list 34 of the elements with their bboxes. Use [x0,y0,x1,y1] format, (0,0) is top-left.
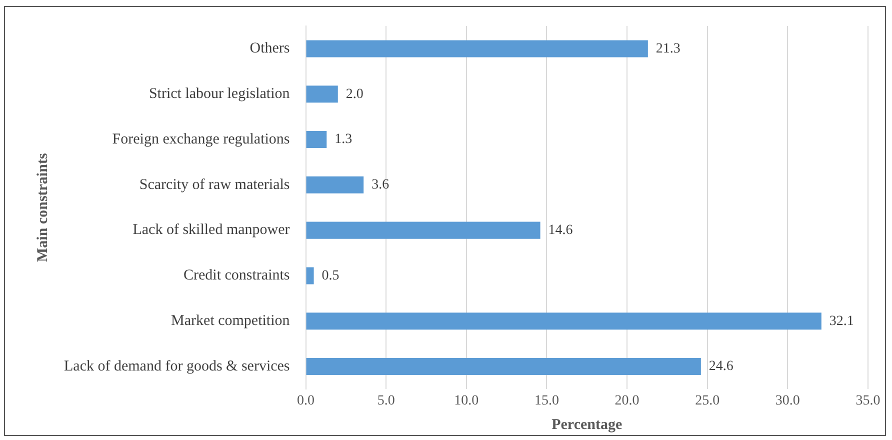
bar [306,358,701,376]
data-label: 1.3 [334,132,352,148]
x-tick-label: 10.0 [454,393,479,408]
y-tick-label: Foreign exchange regulations [112,131,290,148]
y-tick-label: Lack of demand for goods & services [64,358,290,374]
x-tick-label: 20.0 [614,393,640,408]
bar [306,267,314,284]
y-tick-label: Lack of skilled manpower [132,222,290,238]
y-tick-label: Market competition [171,313,290,330]
y-axis-title: Main constraints [34,153,51,262]
data-label: 21.3 [656,41,680,56]
bar [306,176,364,194]
bar [306,222,540,239]
bar [306,40,648,58]
x-tick-label: 35.0 [856,393,880,408]
x-tick-label: 30.0 [775,393,800,408]
data-label: 0.5 [322,268,340,284]
y-tick-label: Strict labour legislation [148,86,290,102]
y-tick-label: Scarcity of raw materials [139,176,290,193]
x-tick-label: 25.0 [695,393,720,408]
data-label: 14.6 [548,222,573,238]
x-tick-label: 5.0 [377,393,395,408]
data-label: 24.6 [708,359,734,374]
x-tick-label: 15.0 [534,393,559,408]
bar [306,312,822,330]
data-label: 2.0 [346,86,364,102]
bar [306,86,338,103]
data-label: 3.6 [372,178,390,193]
x-axis-title: Percentage [552,416,622,433]
data-label: 32.1 [829,314,854,329]
y-tick-label: Credit constraints [184,268,290,284]
y-tick-label: Others [250,40,290,57]
bar [306,130,327,148]
x-tick-label: 0.0 [297,393,315,408]
